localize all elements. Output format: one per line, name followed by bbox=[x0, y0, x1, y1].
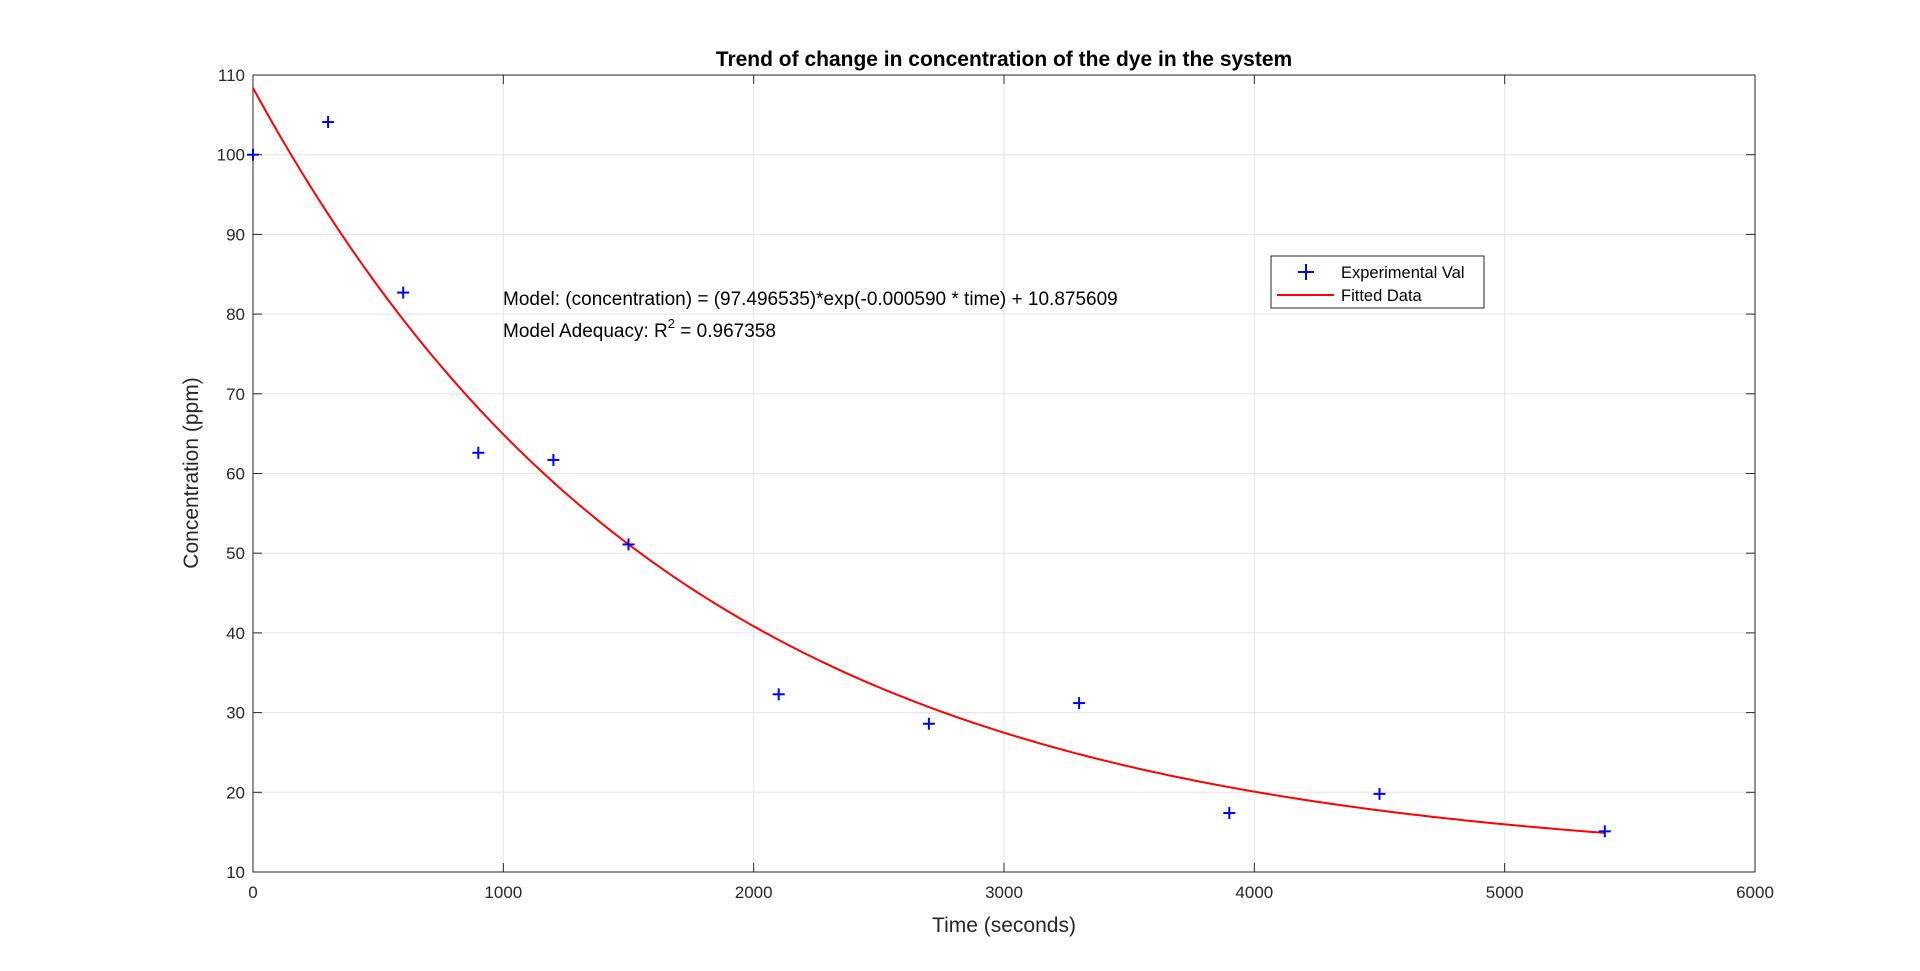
y-tick-label: 50 bbox=[226, 544, 245, 563]
data-point bbox=[397, 286, 410, 299]
adequacy-value: = 0.967358 bbox=[675, 321, 776, 342]
data-point bbox=[622, 538, 635, 551]
x-tick-label: 4000 bbox=[1235, 883, 1273, 902]
y-tick-label: 40 bbox=[226, 624, 245, 643]
chart-title: Trend of change in concentration of the … bbox=[716, 48, 1292, 71]
experimental-points bbox=[247, 116, 1611, 838]
legend-label-experimental: Experimental Val bbox=[1341, 264, 1465, 282]
data-point bbox=[1073, 697, 1086, 710]
y-tick-label: 90 bbox=[226, 225, 245, 244]
x-tick-label: 6000 bbox=[1736, 883, 1774, 902]
adequacy-superscript: 2 bbox=[668, 316, 675, 331]
model-adequacy-annotation: Model Adequacy: R2 = 0.967358 bbox=[503, 316, 776, 342]
data-point bbox=[1598, 825, 1611, 838]
y-tick-label: 80 bbox=[226, 305, 245, 324]
y-tick-label: 10 bbox=[226, 863, 245, 882]
data-point bbox=[1223, 807, 1236, 820]
data-point bbox=[472, 446, 485, 459]
legend: Experimental Val Fitted Data bbox=[1270, 255, 1485, 309]
data-point bbox=[1373, 787, 1386, 800]
y-tick-label: 110 bbox=[218, 66, 245, 85]
y-tick-label: 20 bbox=[226, 783, 245, 802]
axis-ticks: 0 1000 2000 3000 4000 5000 6000 10 20 30 40 50 60 70 8… bbox=[217, 66, 1774, 902]
data-point bbox=[322, 116, 335, 129]
x-tick-label: 3000 bbox=[985, 883, 1023, 902]
model-equation-annotation: Model: (concentration) = (97.496535)*exp… bbox=[503, 289, 1118, 310]
y-axis-label: Concentration (ppm) bbox=[180, 377, 203, 568]
data-point bbox=[772, 688, 785, 701]
x-axis-label: Time (seconds) bbox=[932, 914, 1076, 937]
x-tick-label: 2000 bbox=[735, 883, 773, 902]
x-tick-label: 1000 bbox=[484, 883, 522, 902]
y-tick-label: 60 bbox=[226, 465, 245, 484]
y-tick-label: 70 bbox=[226, 385, 245, 404]
legend-label-fitted: Fitted Data bbox=[1341, 287, 1423, 305]
fitted-curve-layer bbox=[252, 87, 1605, 834]
legend-marker-experimental bbox=[1298, 264, 1314, 280]
data-point bbox=[922, 717, 935, 730]
fitted-curve bbox=[252, 87, 1605, 834]
y-tick-label: 100 bbox=[217, 146, 245, 165]
x-tick-label: 0 bbox=[248, 883, 257, 902]
y-tick-label: 30 bbox=[226, 704, 245, 723]
x-tick-label: 5000 bbox=[1486, 883, 1524, 902]
adequacy-prefix: Model Adequacy: R bbox=[503, 321, 668, 342]
data-point bbox=[547, 453, 560, 466]
data-point bbox=[247, 148, 259, 161]
